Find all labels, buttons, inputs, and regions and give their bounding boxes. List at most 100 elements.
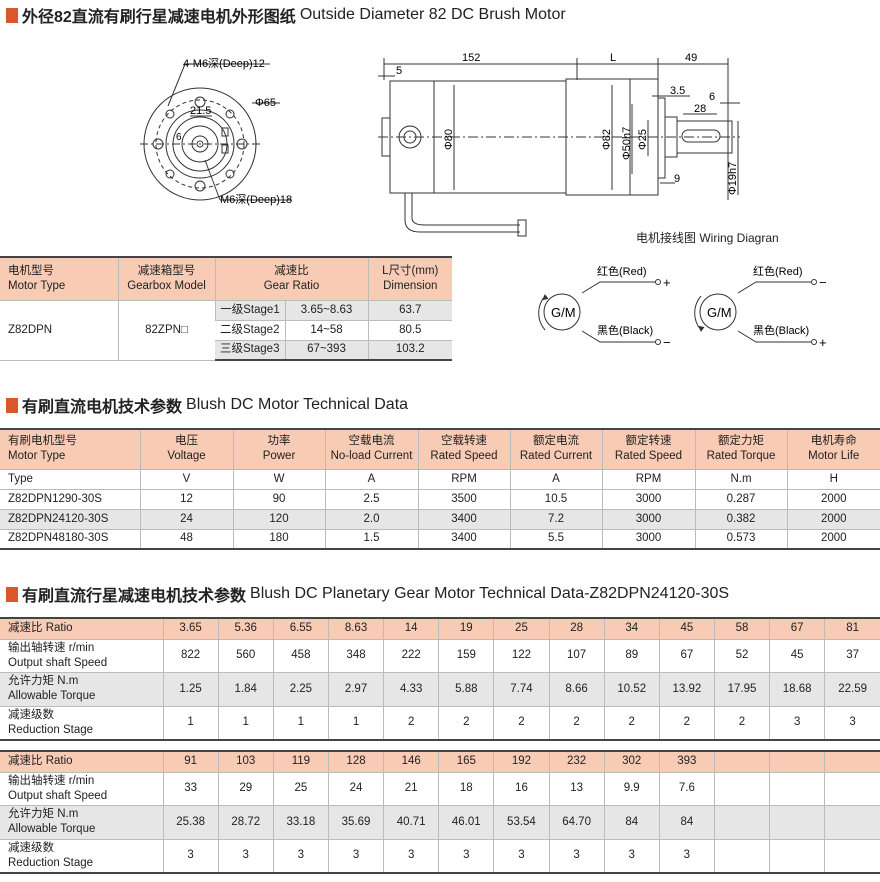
data-cell: Z82DPN24120-30S	[0, 509, 140, 530]
data-cell: 3000	[601, 509, 695, 530]
torque-cell: 8.66	[548, 672, 605, 707]
ratio-cell: 128	[327, 751, 384, 773]
data-cell: Z82DPN48180-30S	[0, 529, 140, 550]
stage-cell	[769, 839, 825, 874]
polarity-sign: +	[819, 335, 827, 350]
dim-9: 9	[674, 173, 680, 185]
header-cell: 空载电流 No-load Current	[324, 429, 418, 470]
torque-cell: 7.74	[493, 672, 550, 707]
speed-cell: 122	[493, 639, 550, 673]
speed-cell: 24	[327, 772, 384, 806]
motor-gearbox-table: 电机型号 Motor Type 减速箱型号 Gearbox Model 减速比 Gea…	[0, 256, 453, 361]
stage-cell: 2	[438, 706, 494, 741]
row-label: 输出轴转速 r/min Output shaft Speed	[0, 639, 164, 673]
polarity-sign: +	[663, 275, 671, 290]
ratio-cell: 58	[713, 618, 770, 640]
header-cell: 额定力矩 Rated Torque	[694, 429, 787, 470]
table-header-row: 有刷电机型号 Motor Type 电压 Voltage 功率 Power 空载电流 No-l…	[0, 429, 880, 470]
dim-phi19: Φ19h7	[727, 162, 739, 195]
stage-cell: 2	[493, 706, 550, 741]
ratio-cell: 34	[603, 618, 660, 640]
speed-cell: 7.6	[658, 772, 715, 806]
stage-cell: 2	[548, 706, 605, 741]
torque-cell: 17.95	[713, 672, 770, 707]
dim-152: 152	[462, 52, 480, 64]
dimension-cell: 80.5	[367, 320, 453, 341]
row-ratio: 减速比 Ratio 91 103 119 128 146 165 192 232 302 393	[0, 751, 880, 773]
speed-cell: 33	[162, 772, 219, 806]
front-view-drawing: 4-M6深(Deep)12 Φ65 21.5 6 M6深(Deep)18	[140, 57, 292, 206]
header-cell: 功率 Power	[232, 429, 325, 470]
row-speed: 输出轴转速 r/min Output shaft Speed 822 560 458 34…	[0, 639, 880, 673]
unit-cell: RPM	[417, 469, 510, 490]
dim-phi82: Φ82	[601, 129, 613, 150]
header-cell: 额定电流 Rated Current	[509, 429, 602, 470]
table-row: 二级Stage2 14~58 80.5	[0, 320, 453, 341]
torque-cell: 22.59	[824, 672, 880, 707]
dim-phi50: Φ50h7	[621, 127, 633, 160]
ratio-cell: 165	[438, 751, 494, 773]
ratio-cell: 3.65~8.63	[284, 300, 369, 321]
speed-cell: 21	[383, 772, 439, 806]
header-cell: 电机寿命 Motor Life	[786, 429, 880, 470]
torque-cell	[769, 805, 825, 840]
row-label: 输出轴转速 r/min Output shaft Speed	[0, 772, 164, 806]
speed-cell: 37	[824, 639, 880, 673]
data-cell: 12	[139, 489, 233, 510]
data-cell: 0.287	[694, 489, 787, 510]
ratio-cell: 232	[548, 751, 605, 773]
torque-cell: 1.84	[217, 672, 274, 707]
stage-cell: 2	[658, 706, 715, 741]
section-title-drawing: 外径82直流有刷行星减速电机外形图纸 Outside Diameter 82 DC…	[6, 3, 566, 27]
data-cell: 0.573	[694, 529, 787, 550]
front-label-6: 6	[176, 132, 182, 143]
wiring-diagram-title: 电机接线图 Wiring Diagran	[636, 231, 779, 245]
stage-cell: 3	[658, 839, 715, 874]
speed-cell: 89	[603, 639, 660, 673]
torque-cell: 18.68	[769, 672, 825, 707]
header-motor-type: 电机型号 Motor Type	[0, 257, 118, 301]
torque-cell: 10.52	[603, 672, 660, 707]
ratio-cell	[713, 751, 770, 773]
torque-cell: 84	[658, 805, 715, 840]
units-row: Type V W A RPM A RPM N.m H	[0, 469, 880, 490]
header-ratio: 减速比 Gear Ratio	[214, 257, 369, 301]
stage-cell: 2	[383, 706, 439, 741]
wiring-diagram: G/M 红色(Red) + 黑色(Black) − G/M 红色(Red) − …	[538, 264, 827, 350]
ratio-cell: 119	[272, 751, 329, 773]
ratio-cell: 146	[383, 751, 439, 773]
header-gearbox: 减速箱型号 Gearbox Model	[117, 257, 215, 301]
table-row: Z82DPN48180-30S 48 180 1.5 3400 5.5 3000 0.573 2…	[0, 529, 880, 550]
torque-cell	[713, 805, 770, 840]
gearbox-cell: 82ZPN□	[117, 300, 215, 361]
data-cell: 5.5	[509, 529, 602, 550]
data-cell: 3000	[601, 529, 695, 550]
table-row: Z82DPN24120-30S 24 120 2.0 3400 7.2 3000 0.382 2…	[0, 509, 880, 530]
stage-cell: 2	[713, 706, 770, 741]
data-cell: 2000	[786, 509, 880, 530]
header-cell: 额定转速 Rated Speed	[601, 429, 695, 470]
motor-technical-table: 有刷电机型号 Motor Type 电压 Voltage 功率 Power 空载电流 No-l…	[0, 428, 880, 550]
speed-cell: 560	[217, 639, 274, 673]
data-cell: 10.5	[509, 489, 602, 510]
motor-symbol-2: G/M	[707, 305, 732, 320]
section-title-motor-data: 有刷直流电机技术参数 Blush DC Motor Technical Data	[6, 393, 408, 417]
header-cell: 电压 Voltage	[139, 429, 233, 470]
row-stage: 减速级数 Reduction Stage 3 3 3 3 3 3 3 3 3 3	[0, 839, 880, 874]
dimension-cell: 103.2	[367, 340, 453, 361]
speed-cell: 18	[438, 772, 494, 806]
row-label: 减速比 Ratio	[0, 751, 164, 773]
torque-cell: 2.97	[327, 672, 384, 707]
speed-cell	[713, 772, 770, 806]
dim-3-5: 3.5	[670, 85, 685, 97]
torque-cell: 84	[603, 805, 660, 840]
section-title-gear-data: 有刷直流行星减速电机技术参数 Blush DC Planetary Gear Mo…	[6, 582, 729, 606]
data-cell: 2000	[786, 529, 880, 550]
unit-cell: V	[139, 469, 233, 490]
ratio-cell: 6.55	[272, 618, 329, 640]
stage-cell: 3	[824, 706, 880, 741]
motor-type-cell: Z82DPN	[0, 300, 118, 361]
ratio-cell: 45	[658, 618, 715, 640]
stage-cell	[824, 839, 880, 874]
speed-cell	[769, 772, 825, 806]
